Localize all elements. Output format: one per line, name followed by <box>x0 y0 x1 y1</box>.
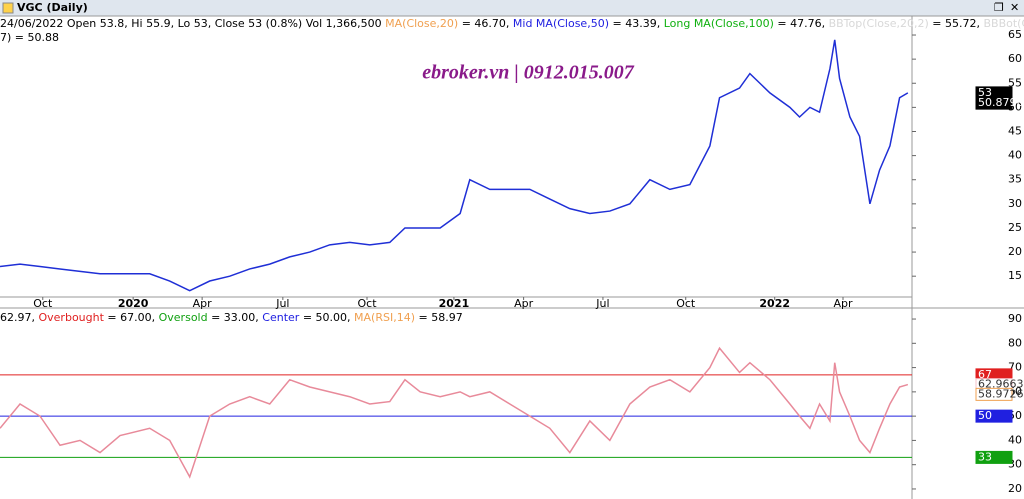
watermark: ebroker.vn | 0912.015.007 <box>422 62 635 84</box>
y-tick-label: 40 <box>1008 433 1022 446</box>
value-badge-label: 58.9726 <box>978 387 1024 400</box>
legend-part: 62.97, <box>0 311 35 324</box>
legend-part: Mid MA(Close,50) <box>513 17 609 30</box>
x-tick-label: Oct <box>33 297 53 310</box>
x-tick-label: Apr <box>193 297 213 310</box>
legend-part: Long MA(Close,100) <box>664 17 774 30</box>
value-badge <box>975 450 1013 464</box>
series-line <box>0 346 909 479</box>
legend-part: = 43.39, <box>613 17 661 30</box>
legend-text: 24/06/2022 Open 53.8, Hi 55.9, Lo 53, Cl… <box>0 17 1024 30</box>
x-tick-label: Jul <box>275 297 289 310</box>
y-tick-label: 80 <box>1008 336 1022 349</box>
value-badge <box>975 96 1013 110</box>
legend-part: Center <box>262 311 300 324</box>
y-tick-label: 35 <box>1008 173 1022 186</box>
x-tick-label: Oct <box>357 297 377 310</box>
x-tick-label: 2020 <box>118 297 149 310</box>
value-badge <box>975 387 1013 401</box>
legend-part: = 33.00, <box>211 311 259 324</box>
legend-part: BBBot(Close,20,2) <box>983 17 1024 30</box>
legend-text: 7) = 50.88 <box>0 31 59 44</box>
value-badge-label: 67 <box>978 368 992 381</box>
y-tick-label: 55 <box>1008 76 1022 89</box>
value-badge-label: 33 <box>978 450 992 463</box>
y-tick-label: 40 <box>1008 149 1022 162</box>
legend-part: = 55.72, <box>932 17 980 30</box>
y-tick-label: 60 <box>1008 52 1022 65</box>
legend-part: = 67.00, <box>107 311 155 324</box>
value-badge-label: 50 <box>978 409 992 422</box>
legend-part: MA(RSI,14) <box>354 311 415 324</box>
restore-button[interactable]: ❐ <box>994 1 1004 14</box>
y-tick-label: 90 <box>1008 312 1022 325</box>
value-badge-label: 50.8796 <box>978 96 1024 109</box>
close-button[interactable]: ✕ <box>1010 1 1019 14</box>
legend-part: MA(Close,20) <box>385 17 458 30</box>
x-tick-label: Apr <box>514 297 534 310</box>
legend-part: = 47.76, <box>777 17 825 30</box>
x-tick-label: Oct <box>676 297 696 310</box>
window-title: VGC (Daily) <box>17 1 88 14</box>
x-tick-label: Jul <box>595 297 609 310</box>
legend-part: Overbought <box>39 311 105 324</box>
series-line <box>0 39 909 292</box>
x-tick-label: Apr <box>833 297 853 310</box>
value-badge-label: 53 <box>978 86 992 99</box>
value-badge <box>975 409 1013 423</box>
legend-part: = 58.97 <box>419 311 463 324</box>
y-tick-label: 65 <box>1008 28 1022 41</box>
legend-part: 24/06/2022 Open 53.8, Hi 55.9, Lo 53, Cl… <box>0 17 382 30</box>
x-tick-label: 2021 <box>439 297 470 310</box>
legend-part: = 46.70, <box>462 17 510 30</box>
value-badge-label: 62.9663 <box>978 378 1024 391</box>
legend-text: 62.97, Overbought = 67.00, Oversold = 33… <box>0 311 463 324</box>
legend-part: = 50.00, <box>303 311 351 324</box>
x-tick-label: 2022 <box>759 297 790 310</box>
y-tick-label: 45 <box>1008 124 1022 137</box>
y-tick-label: 20 <box>1008 245 1022 258</box>
title-bar <box>0 0 1024 16</box>
y-tick-label: 25 <box>1008 221 1022 234</box>
y-tick-label: 15 <box>1008 269 1022 282</box>
y-tick-label: 20 <box>1008 482 1022 495</box>
y-tick-label: 30 <box>1008 197 1022 210</box>
legend-part: BBTop(Close,20,2) <box>829 17 929 30</box>
legend-part: Oversold <box>159 311 208 324</box>
window-icon <box>2 2 14 14</box>
